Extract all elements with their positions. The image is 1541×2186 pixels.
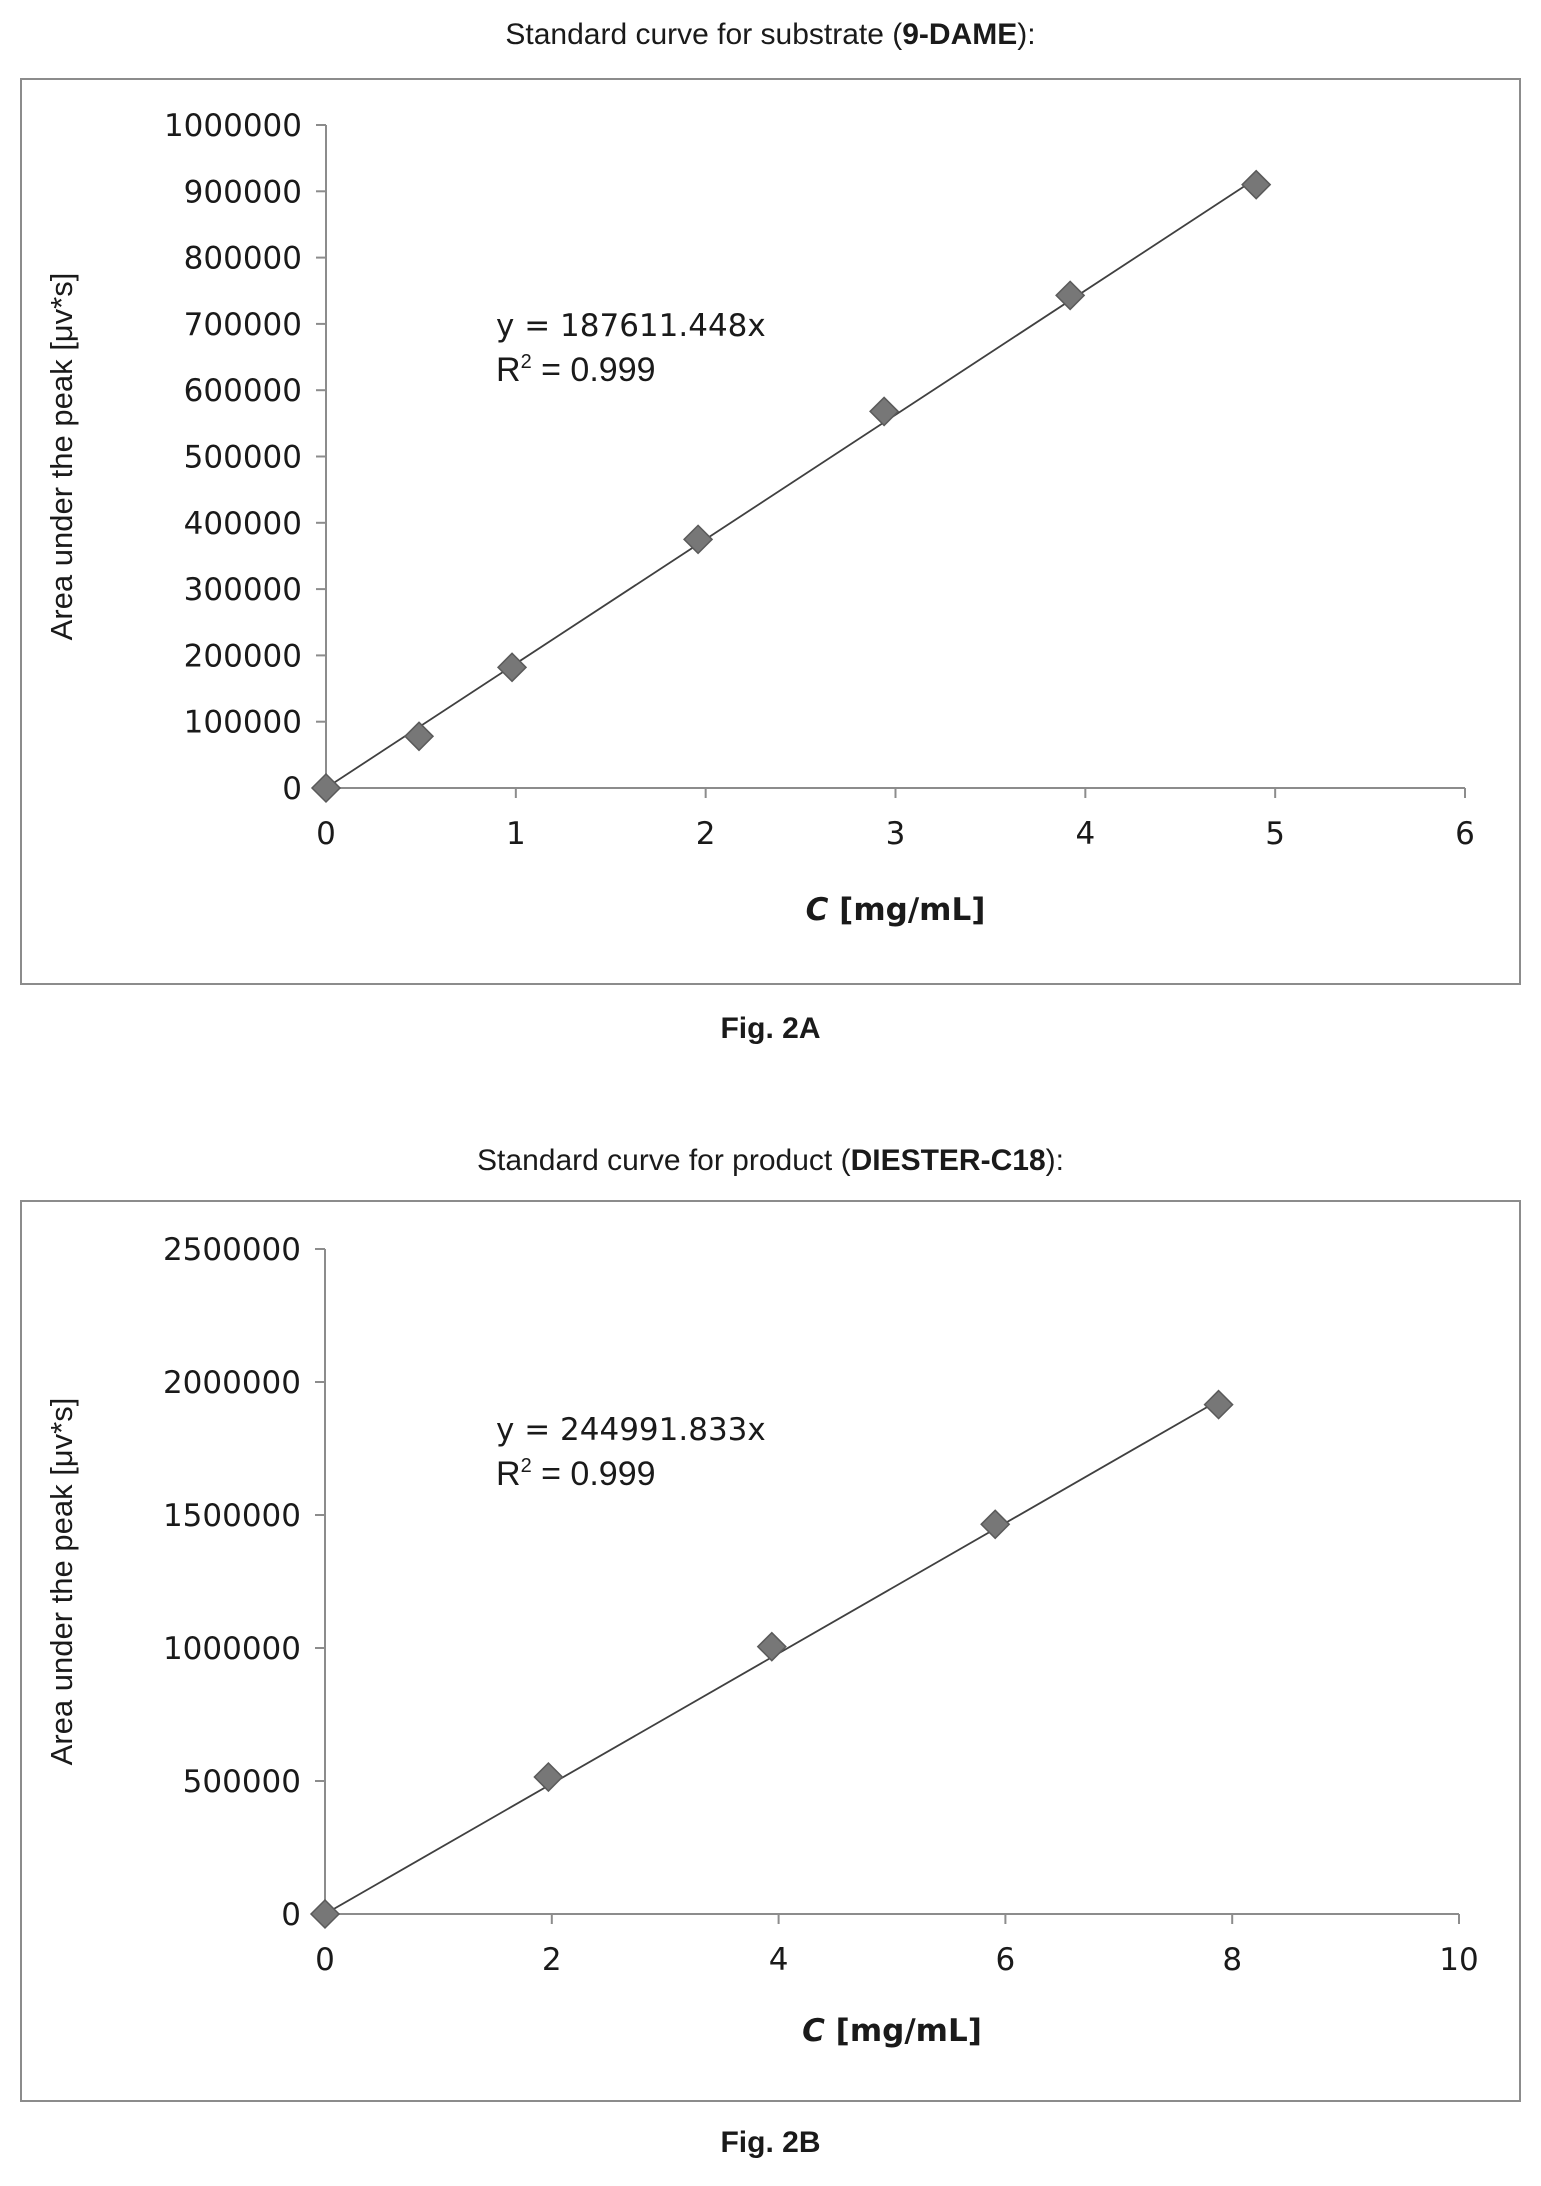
x-tick-label: 3 bbox=[886, 816, 906, 852]
figure-label-a: Fig. 2A bbox=[720, 1012, 821, 1045]
chart-b-title-end: ): bbox=[1045, 1144, 1064, 1177]
data-point bbox=[533, 1761, 564, 1793]
chart-b-frame: 0 500000 1000000 1500000 2000000 2500000 0 2 4 6 8… bbox=[20, 1200, 1521, 2102]
y-tick-label: 600000 bbox=[184, 373, 302, 409]
y-tick-label: 100000 bbox=[184, 705, 302, 741]
y-tick-label: 300000 bbox=[184, 572, 302, 608]
x-tick-label: 6 bbox=[1455, 816, 1475, 852]
chart-b-title-text: Standard curve for product ( bbox=[477, 1144, 851, 1177]
r-squared-label: R2 = 0.999 bbox=[496, 1455, 656, 1493]
y-tick-label: 1000000 bbox=[164, 108, 302, 144]
y-tick-label: 1500000 bbox=[163, 1498, 301, 1534]
x-axis-title: C [mg/mL] bbox=[802, 2013, 982, 2049]
y-tick-label: 900000 bbox=[184, 174, 302, 210]
y-tick-label: 2000000 bbox=[163, 1365, 301, 1401]
x-tick-label: 8 bbox=[1222, 1942, 1242, 1978]
data-point bbox=[310, 772, 342, 804]
x-tick-label: 1 bbox=[506, 816, 526, 852]
x-tick-label: 2 bbox=[542, 1942, 562, 1978]
chart-a-frame: 0 100000 200000 300000 400000 500000 600000 700… bbox=[20, 78, 1521, 985]
chart-b-svg: 0 500000 1000000 1500000 2000000 2500000 0 2 4 6 8… bbox=[44, 1232, 1479, 2049]
chart-b-title-compound: DIESTER-C18 bbox=[850, 1144, 1046, 1177]
trendline-equation: y = 244991.833x bbox=[496, 1412, 766, 1448]
x-tick-label: 2 bbox=[696, 816, 716, 852]
x-tick-label: 10 bbox=[1439, 1942, 1478, 1978]
r-squared-superscript: 2 bbox=[521, 1455, 532, 1477]
y-tick-label: 700000 bbox=[184, 307, 302, 343]
data-point bbox=[869, 396, 900, 427]
data-point bbox=[403, 721, 435, 752]
data-point bbox=[496, 652, 528, 683]
y-tick-label: 800000 bbox=[184, 241, 302, 277]
y-tick-label: 400000 bbox=[184, 506, 302, 542]
y-tick-label: 500000 bbox=[183, 1764, 301, 1800]
y-axis-title: Area under the peak [μv*s] bbox=[44, 1398, 79, 1766]
x-tick-label: 0 bbox=[315, 1942, 335, 1978]
r-squared-label: R2 = 0.999 bbox=[496, 351, 656, 389]
x-axis-title-variable: C bbox=[806, 892, 829, 928]
chart-b-title: Standard curve for product (DIESTER-C18)… bbox=[0, 1144, 1541, 1178]
data-point bbox=[980, 1509, 1011, 1540]
y-tick-label: 0 bbox=[281, 1897, 301, 1933]
y-tick-label: 2500000 bbox=[163, 1232, 301, 1268]
r-squared-value: = 0.999 bbox=[532, 1455, 656, 1493]
x-tick-label: 4 bbox=[769, 1942, 789, 1978]
chart-a-svg: 0 100000 200000 300000 400000 500000 600000 700… bbox=[44, 108, 1475, 928]
trendline bbox=[325, 177, 1257, 789]
chart-a-title: Standard curve for substrate (9-DAME): bbox=[0, 18, 1541, 52]
x-axis-title-variable: C bbox=[802, 2013, 825, 2049]
trendline-equation: y = 187611.448x bbox=[496, 308, 766, 344]
r-squared-prefix: R bbox=[496, 1455, 521, 1493]
r-squared-prefix: R bbox=[496, 351, 521, 389]
r-squared-value: = 0.999 bbox=[532, 351, 656, 389]
y-tick-label: 0 bbox=[282, 771, 302, 807]
x-tick-label: 6 bbox=[996, 1942, 1016, 1978]
r-squared-superscript: 2 bbox=[521, 351, 532, 373]
x-tick-label: 5 bbox=[1265, 816, 1285, 852]
data-point bbox=[309, 1898, 341, 1930]
y-tick-label: 200000 bbox=[184, 638, 302, 674]
chart-a-title-compound: 9-DAME bbox=[902, 18, 1018, 51]
y-axis-title: Area under the peak [μv*s] bbox=[44, 273, 79, 641]
x-tick-label: 4 bbox=[1075, 816, 1095, 852]
y-tick-label: 500000 bbox=[184, 440, 302, 476]
y-tick-label: 1000000 bbox=[163, 1631, 301, 1667]
x-tick-label: 0 bbox=[316, 816, 336, 852]
x-axis-title-unit: [mg/mL] bbox=[825, 2013, 982, 2049]
data-point bbox=[1203, 1389, 1234, 1420]
x-axis-title: C [mg/mL] bbox=[806, 892, 986, 928]
data-point bbox=[1055, 280, 1086, 311]
x-axis-title-unit: [mg/mL] bbox=[828, 892, 985, 928]
figure-label-b: Fig. 2B bbox=[720, 2126, 821, 2159]
data-point bbox=[756, 1631, 787, 1662]
chart-a-title-end: ): bbox=[1017, 18, 1036, 51]
data-point bbox=[1241, 169, 1272, 200]
chart-a-title-text: Standard curve for substrate ( bbox=[505, 18, 903, 51]
data-point bbox=[683, 524, 714, 555]
